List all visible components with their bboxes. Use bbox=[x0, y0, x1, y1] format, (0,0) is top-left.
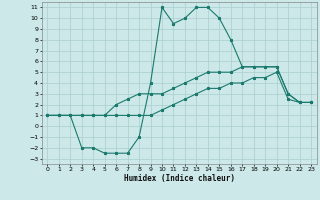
X-axis label: Humidex (Indice chaleur): Humidex (Indice chaleur) bbox=[124, 174, 235, 183]
